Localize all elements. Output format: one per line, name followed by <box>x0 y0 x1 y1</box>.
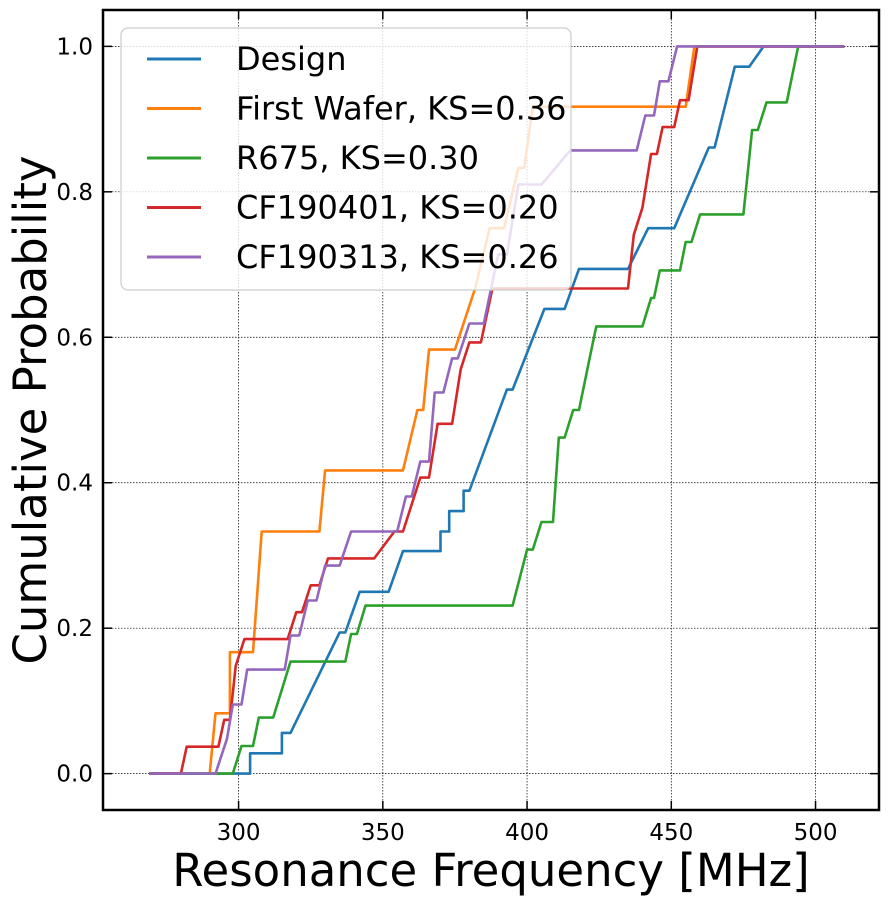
legend-entry-label: CF190401, KS=0.20 <box>236 189 559 227</box>
y-tick-label: 0.6 <box>56 325 93 351</box>
y-tick-label: 1.0 <box>56 34 93 60</box>
legend-entry-label: Design <box>236 40 346 78</box>
series-line-5 <box>149 45 845 775</box>
legend-entry-label: R675, KS=0.30 <box>236 139 479 177</box>
x-axis-title: Resonance Frequency [MHz] <box>172 844 809 897</box>
y-tick-label: 0.0 <box>56 762 93 788</box>
x-tick-label: 450 <box>649 820 693 846</box>
series-line-4 <box>149 45 845 775</box>
axis-ticks: 300 350 400 450 500 0.0 0.2 0.4 0.6 0.8 1.0 <box>56 10 879 846</box>
legend: Design First Wafer, KS=0.36 R675, KS=0.30 C… <box>120 27 572 291</box>
legend-box <box>120 27 572 291</box>
y-axis-title: Cumulative Probability <box>4 155 57 664</box>
series-line-1 <box>149 45 845 775</box>
legend-entry-label: CF190313, KS=0.26 <box>236 238 559 276</box>
y-tick-label: 0.4 <box>56 471 93 497</box>
x-tick-label: 350 <box>361 820 405 846</box>
y-tick-label: 0.2 <box>56 616 93 642</box>
x-tick-label: 500 <box>794 820 838 846</box>
legend-entry-label: First Wafer, KS=0.36 <box>236 90 567 128</box>
series-lines <box>149 45 845 775</box>
x-tick-label: 400 <box>505 820 549 846</box>
series-line-3 <box>149 45 845 775</box>
plot-frame <box>101 8 881 812</box>
x-tick-label: 300 <box>217 820 261 846</box>
y-tick-label: 0.8 <box>56 180 93 206</box>
